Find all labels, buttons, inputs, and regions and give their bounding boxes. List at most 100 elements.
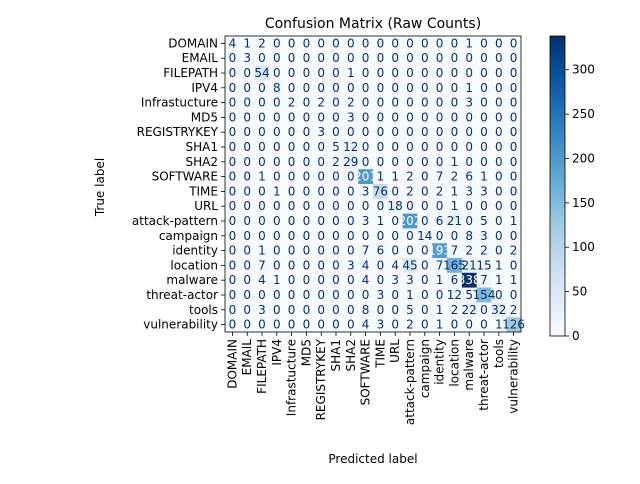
cell-value: 0 [303, 244, 311, 258]
heatmap-cell [328, 124, 344, 140]
heatmap-cell [432, 184, 448, 200]
heatmap-cell [491, 243, 507, 259]
cell-value: 0 [362, 155, 370, 169]
cell-value: 0 [406, 81, 414, 95]
cell-value: 21 [462, 258, 477, 272]
cell-value: 0 [303, 155, 311, 169]
heatmap-cell [402, 110, 418, 126]
heatmap-cell [491, 258, 507, 274]
heatmap-cell [373, 228, 389, 244]
cell-value: 0 [288, 318, 296, 332]
cell-value: 0 [258, 140, 266, 154]
heatmap-cell [225, 139, 241, 155]
heatmap-cell [313, 184, 329, 200]
heatmap-cell [284, 272, 300, 288]
cell-value: 0 [391, 140, 399, 154]
cell-value: 0 [347, 273, 355, 287]
cell-value: 0 [421, 318, 429, 332]
cell-value: 0 [480, 155, 488, 169]
heatmap-cell [491, 36, 507, 52]
cell-value: 0 [273, 155, 281, 169]
cell-value: 0 [258, 214, 266, 228]
x-tick-label: tools [492, 339, 506, 368]
cell-value: 3 [347, 110, 355, 124]
cell-value: 0 [436, 81, 444, 95]
heatmap-cell [328, 154, 344, 170]
cell-value: 0 [406, 155, 414, 169]
heatmap-cell [417, 258, 433, 274]
cell-value: 0 [421, 66, 429, 80]
cell-value: 29 [343, 155, 358, 169]
heatmap-cell [387, 184, 403, 200]
cell-value: 0 [391, 184, 399, 198]
heatmap-cell [461, 184, 477, 200]
heatmap-cell [417, 139, 433, 155]
x-tick-label: EMAIL [240, 339, 254, 376]
heatmap-cell [225, 213, 241, 229]
heatmap-cell [491, 228, 507, 244]
cell-value: 1 [273, 273, 281, 287]
heatmap-cell [447, 317, 463, 333]
heatmap-cell [225, 243, 241, 259]
heatmap-cell [358, 110, 374, 126]
cell-value: 0 [495, 155, 503, 169]
cell-value: 0 [332, 199, 340, 213]
heatmap-cell [254, 272, 270, 288]
heatmap-cell [402, 36, 418, 52]
heatmap-cell [343, 110, 359, 126]
cell-value: 0 [332, 318, 340, 332]
cell-value: 4 [229, 36, 237, 50]
heatmap-cell [254, 65, 270, 81]
heatmap-cell [313, 317, 329, 333]
heatmap-cells [224, 35, 522, 333]
cell-value: 0 [332, 81, 340, 95]
heatmap-cell [328, 50, 344, 66]
y-tick-label: DOMAIN [168, 36, 218, 50]
cell-value: 0 [303, 184, 311, 198]
heatmap-cell [299, 139, 315, 155]
cell-value: 0 [465, 199, 473, 213]
cell-value: 0 [421, 36, 429, 50]
heatmap-cell [328, 184, 344, 200]
cell-value: 0 [495, 140, 503, 154]
heatmap-cell [461, 65, 477, 81]
heatmap-cell [417, 287, 433, 303]
cell-value: 0 [303, 110, 311, 124]
heatmap-cell [476, 272, 492, 288]
cell-value: 0 [347, 318, 355, 332]
cell-value: 0 [303, 140, 311, 154]
cell-value: 0 [288, 140, 296, 154]
cell-value: 12 [343, 140, 358, 154]
heatmap-cell [461, 198, 477, 214]
cell-value: 0 [347, 244, 355, 258]
heatmap-cell [284, 302, 300, 318]
cell-value: 0 [273, 318, 281, 332]
heatmap-cell [491, 272, 507, 288]
cell-value: 0 [495, 96, 503, 110]
heatmap-cell [432, 228, 448, 244]
heatmap-cell [387, 213, 403, 229]
heatmap-cell [358, 317, 374, 333]
heatmap-cell [284, 65, 300, 81]
heatmap-cell [417, 124, 433, 140]
heatmap-cell [447, 124, 463, 140]
cell-value: 0 [347, 199, 355, 213]
heatmap-cell [269, 50, 285, 66]
cell-value: 0 [406, 140, 414, 154]
cell-value: 0 [303, 303, 311, 317]
heatmap-cell [432, 213, 448, 229]
x-tick-label: DOMAIN [225, 339, 239, 389]
heatmap-cell [343, 317, 359, 333]
cell-value: 0 [317, 303, 325, 317]
heatmap-cell [239, 213, 255, 229]
heatmap-cell [417, 154, 433, 170]
cell-value: 0 [229, 81, 237, 95]
cell-value: 0 [347, 51, 355, 65]
heatmap-cell [402, 287, 418, 303]
heatmap-cell [461, 317, 477, 333]
heatmap-cell [506, 50, 522, 66]
heatmap-cell [284, 80, 300, 96]
heatmap-cell [239, 65, 255, 81]
heatmap-cell [269, 154, 285, 170]
heatmap-cell [254, 317, 270, 333]
